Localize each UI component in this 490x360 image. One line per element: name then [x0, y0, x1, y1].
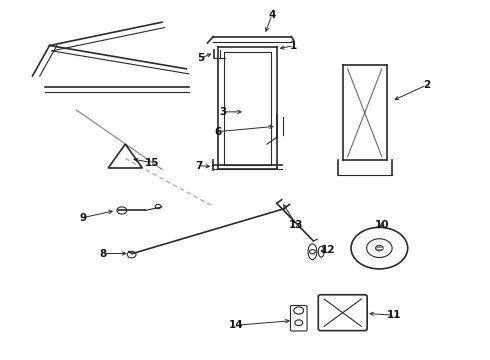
Text: 7: 7: [195, 161, 202, 171]
Text: 6: 6: [215, 127, 222, 136]
Text: 15: 15: [145, 158, 159, 168]
Text: 12: 12: [321, 245, 335, 255]
Text: 2: 2: [423, 80, 430, 90]
Text: 11: 11: [387, 310, 401, 320]
Text: 3: 3: [220, 107, 227, 117]
Text: 5: 5: [197, 53, 205, 63]
Text: 8: 8: [99, 248, 107, 258]
Text: 10: 10: [374, 220, 389, 230]
Text: 9: 9: [79, 213, 86, 222]
Text: 14: 14: [229, 320, 244, 330]
Text: 4: 4: [268, 10, 275, 20]
Text: 13: 13: [289, 220, 303, 230]
Text: 1: 1: [290, 41, 297, 50]
Circle shape: [375, 245, 383, 251]
